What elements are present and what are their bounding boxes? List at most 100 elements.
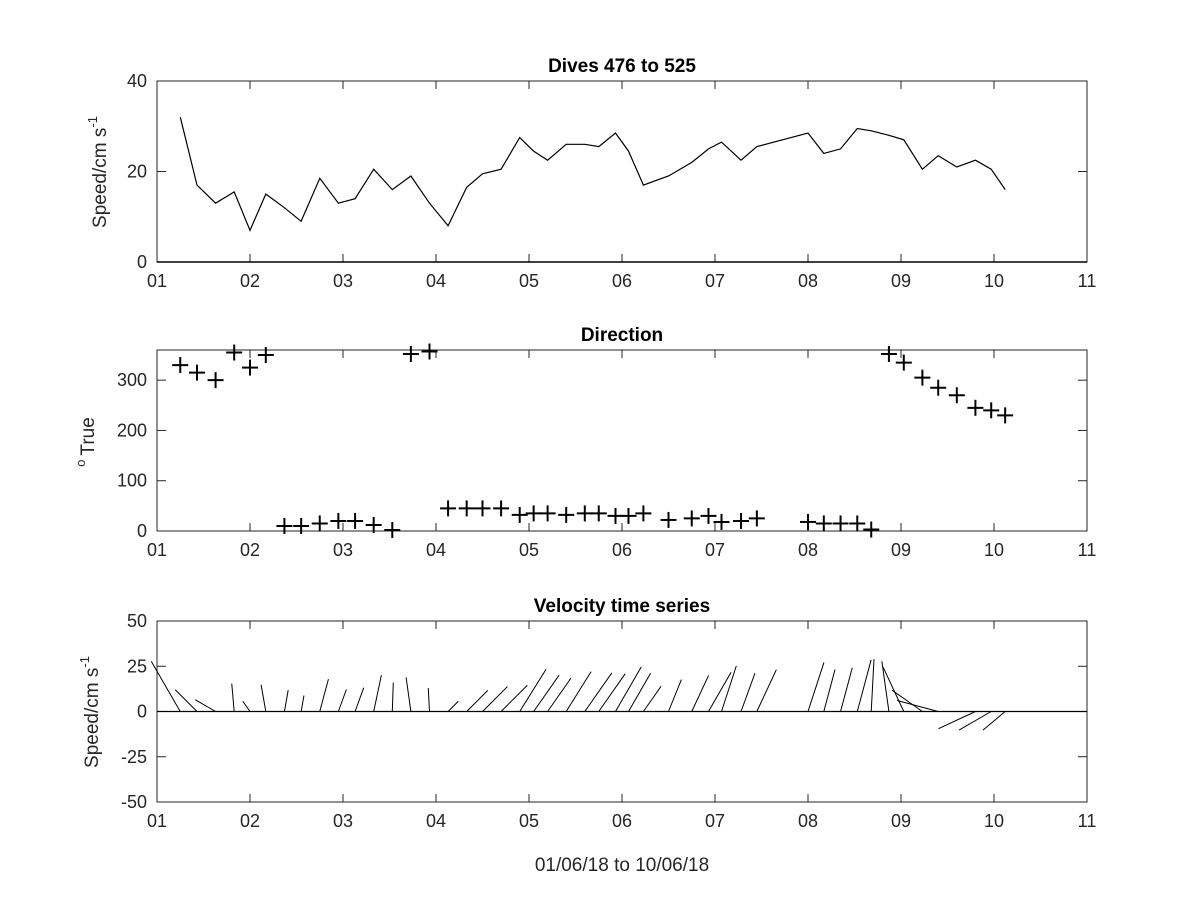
velocity-stick [615, 666, 642, 712]
direction-marker [997, 407, 1014, 424]
velocity-stick [533, 674, 560, 712]
velocity-stick [856, 659, 872, 712]
direction-marker [493, 500, 510, 517]
velocity-stick [823, 669, 836, 712]
direction-marker [440, 500, 457, 517]
velocity-stick [547, 677, 572, 712]
velocity-ylabel-text: Speed/cm s [82, 668, 103, 768]
direction-marker [226, 344, 243, 361]
velocity-stick [260, 684, 267, 712]
direction-marker [590, 505, 607, 522]
direction-marker [402, 346, 419, 363]
velocity-stick [519, 669, 547, 712]
direction-marker [330, 512, 347, 529]
velocity-stick [500, 684, 528, 712]
velocity-stick [870, 659, 875, 712]
velocity-ylabel-superscript: -1 [77, 656, 92, 668]
speed-ylabel-text: Speed/cm s [90, 128, 111, 228]
x-tick-label: 01 [147, 540, 167, 560]
x-tick-label: 01 [147, 811, 167, 831]
velocity-stick [354, 687, 365, 712]
velocity-stick [691, 675, 710, 712]
direction-ylabel: o True [73, 417, 99, 467]
velocity-title: Velocity time series [534, 596, 710, 617]
direction-marker [660, 511, 677, 528]
direction-marker [914, 369, 931, 386]
velocity-stick [150, 661, 181, 712]
velocity-stick [598, 673, 626, 712]
direction-marker [700, 507, 717, 524]
velocity-stick [958, 711, 992, 731]
speed-axes-box [156, 80, 1088, 263]
velocity-stick [337, 689, 347, 712]
direction-marker [635, 505, 652, 522]
direction-marker [365, 516, 382, 533]
velocity-stick [174, 689, 198, 712]
y-tick-label: 200 [117, 420, 147, 440]
direction-series [172, 343, 1014, 538]
x-tick-label: 08 [798, 811, 818, 831]
direction-marker [293, 517, 310, 534]
velocity-stick [891, 689, 923, 712]
direction-marker [748, 510, 765, 527]
x-tick-label: 10 [984, 271, 1004, 291]
x-tick-label: 07 [705, 271, 725, 291]
direction-yticks: 0 100 200 300 [117, 370, 1087, 541]
velocity-stick [756, 669, 777, 712]
direction-marker [311, 515, 328, 532]
x-tick-label: 06 [612, 271, 632, 291]
direction-marker [713, 513, 730, 530]
y-tick-label: 0 [137, 521, 147, 541]
velocity-stick [391, 682, 394, 712]
direction-marker [849, 515, 866, 532]
direction-xticks: 01 02 03 04 05 06 07 08 09 10 11 [147, 350, 1096, 560]
x-tick-label: 01 [147, 271, 167, 291]
direction-marker [347, 512, 364, 529]
direction-marker [539, 505, 556, 522]
velocity-stick [807, 662, 825, 712]
x-tick-label: 03 [333, 540, 353, 560]
velocity-stick [447, 700, 459, 712]
speed-panel: Dives 476 to 525 01 02 03 04 05 06 07 08 09 10 11 … [85, 56, 1096, 291]
direction-marker [558, 506, 575, 523]
x-tick-label: 04 [426, 540, 446, 560]
x-tick-label: 08 [798, 540, 818, 560]
direction-marker [800, 513, 816, 530]
velocity-panel: Velocity time series 01 02 03 04 05 06 07 08 09 1… [77, 596, 1096, 876]
x-tick-label: 07 [705, 811, 725, 831]
direction-marker [421, 343, 438, 360]
direction-marker [683, 510, 700, 527]
velocity-stick [982, 711, 1006, 731]
velocity-stick [231, 683, 235, 712]
y-tick-label: 300 [117, 370, 147, 390]
x-tick-label: 04 [426, 271, 446, 291]
x-tick-label: 02 [240, 811, 260, 831]
direction-marker [276, 517, 293, 534]
x-tick-label: 09 [891, 540, 911, 560]
direction-marker [930, 379, 947, 396]
x-tick-label: 07 [705, 540, 725, 560]
direction-marker [188, 364, 205, 381]
velocity-stick [319, 679, 329, 712]
velocity-ylabel: Speed/cm s-1 [77, 656, 103, 768]
x-tick-label: 04 [426, 811, 446, 831]
velocity-xticks: 01 02 03 04 05 06 07 08 09 10 11 [147, 621, 1096, 831]
y-tick-label: -25 [121, 747, 147, 767]
direction-marker [257, 347, 274, 364]
direction-marker [474, 500, 491, 517]
y-tick-label: 40 [127, 71, 147, 91]
direction-marker [733, 512, 750, 529]
velocity-stick [708, 672, 732, 712]
x-tick-label: 10 [984, 811, 1004, 831]
direction-marker [832, 515, 849, 532]
direction-marker [172, 357, 189, 374]
speed-title: Dives 476 to 525 [548, 56, 696, 77]
velocity-series [150, 659, 1087, 731]
direction-marker [620, 507, 637, 524]
direction-marker [207, 372, 224, 389]
velocity-stick [427, 687, 430, 712]
velocity-xlabel: 01/06/18 to 10/06/18 [535, 855, 709, 876]
y-tick-label: 0 [137, 702, 147, 722]
x-tick-label: 06 [612, 811, 632, 831]
